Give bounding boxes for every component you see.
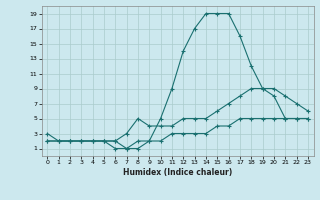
X-axis label: Humidex (Indice chaleur): Humidex (Indice chaleur)	[123, 168, 232, 177]
